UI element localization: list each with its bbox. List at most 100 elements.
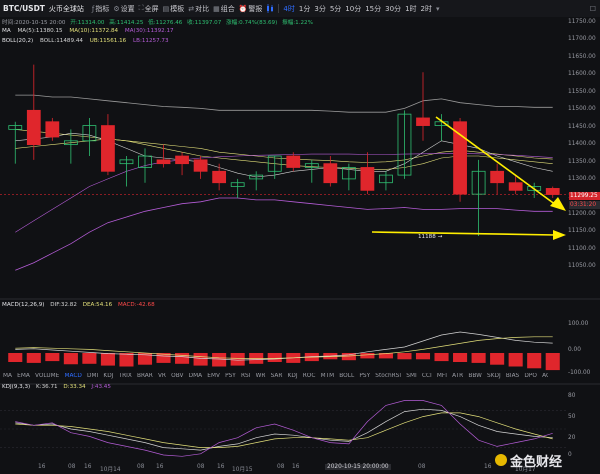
macd-bar (230, 353, 245, 366)
indicator-tab[interactable]: EMV (207, 373, 220, 379)
indicator-tab[interactable]: BOLL (339, 373, 355, 379)
tool-label: 全屏 (144, 4, 159, 13)
indicator-tab[interactable]: CCI (421, 373, 432, 379)
watermark: 金色财经 (495, 446, 600, 474)
indicator-tab[interactable]: DPO (524, 373, 537, 379)
indicator-tab[interactable]: BBW (468, 373, 482, 379)
macd-params[interactable]: MACD(12,26,9) (2, 302, 45, 308)
indicator-tab[interactable]: PSY (225, 373, 236, 379)
timeframe-3[interactable]: 5分 (329, 4, 342, 13)
indicator-tab[interactable]: BRAR (137, 373, 153, 379)
ma-label[interactable]: MA (2, 28, 11, 34)
timeframe-6[interactable]: 30分 (385, 4, 402, 13)
candle-type-button[interactable] (264, 0, 276, 17)
indicator-tab[interactable]: EMA (17, 373, 30, 379)
ma-legend: MA MA(5):11380.15 MA(10):11372.84 MA(30)… (2, 28, 382, 37)
tool-fullscreen-button[interactable]: ⛶ 全屏 (137, 0, 161, 17)
macd-bar (156, 353, 171, 363)
tool-alert-button[interactable]: ⏰ 警报 (237, 0, 265, 17)
indicator-tab[interactable]: DMI (87, 373, 99, 379)
timeframe-8[interactable]: 2时 (420, 4, 432, 13)
candle-body (360, 167, 375, 191)
candle-icon (267, 4, 274, 13)
indicator-tab[interactable]: KDJ (287, 373, 298, 379)
timeframe-5[interactable]: 15分 (365, 4, 382, 13)
ohlc-change: 涨幅:0.74%(83.69) (226, 20, 278, 26)
indicator-tab[interactable]: MA (3, 373, 12, 379)
indicator-tab[interactable]: MACD (64, 373, 82, 379)
macd-bar (100, 353, 115, 366)
tool-template-button[interactable]: ▤ 模板 (161, 0, 187, 17)
timeframe-7[interactable]: 1时 (405, 4, 417, 13)
macd-bar (137, 353, 153, 365)
chart-fullscreen-button[interactable]: ☐ (589, 4, 596, 13)
indicator-tab[interactable]: SKDJ (487, 373, 501, 379)
indicator-tab[interactable]: OBV (171, 373, 184, 379)
timeframe-4[interactable]: 10分 (345, 4, 362, 13)
boll-label[interactable]: BOLL(20,2) (2, 38, 34, 44)
kdj-k: K:36.71 (36, 384, 58, 390)
indicator-tab[interactable]: ATR (452, 373, 464, 379)
tool-compare-button[interactable]: ⇄ 对比 (186, 0, 211, 17)
boll-ub-value: UB:11561.16 (89, 38, 127, 44)
macd-bar (453, 353, 468, 362)
tool-label: 组合 (220, 4, 235, 13)
indicator-tab[interactable]: SMI (406, 373, 417, 379)
indicator-tab[interactable]: RSI (241, 373, 251, 379)
macd-bar (82, 353, 97, 364)
more-timeframes-button[interactable]: ▾ (436, 4, 440, 13)
macd-bar (508, 353, 523, 367)
candle-body (286, 155, 301, 168)
indicator-tab[interactable]: WR (255, 373, 266, 379)
indicator-tab[interactable]: BIAS (505, 373, 520, 379)
macd-bar (471, 353, 486, 363)
support-arrow-head (553, 230, 566, 240)
indicator-tab[interactable]: DMA (188, 373, 203, 379)
price-axis-label: 11600.00 (568, 71, 596, 78)
candle-body (323, 163, 338, 184)
j-line (15, 400, 553, 457)
price-axis-label: 11550.00 (568, 88, 596, 95)
kdj-axis-label: 50 (568, 414, 576, 420)
timeframe-2[interactable]: 3分 (314, 4, 326, 13)
layout-icon: ▦ (213, 4, 220, 13)
time-axis-label: 10月17 (515, 467, 536, 473)
indicator-tab[interactable]: SAR (270, 373, 283, 379)
settings-icon: ⚙ (113, 4, 120, 13)
top-toolbar: BTC/USDT 火币全球站 ƒ 指标 ⚙ 设置 ⛶ 全屏 ▤ 模板 ⇄ 对比 ▦ 组合 ⏰… (0, 0, 600, 17)
kdj-legend: KDJ(9,3,3) K:36.71 D:33.34 J:43.45 (2, 384, 202, 393)
candle-body (341, 167, 356, 180)
tool-layout-button[interactable]: ▦ 组合 (211, 0, 237, 17)
symbol-title[interactable]: BTC/USDT (3, 4, 45, 13)
exchange-name[interactable]: 火币全球站 (48, 4, 84, 13)
indicator-tab[interactable]: TRIX (118, 373, 132, 379)
k-line (15, 408, 553, 451)
time-axis[interactable]: 16 08 16 10月14 08 16 08 16 10月15 08 16 2020-10-15 2… (0, 463, 600, 474)
macd-legend: MACD(12,26,9) DIF:32.82 DEA:54.16 MACD:-… (2, 302, 262, 311)
indicator-tab[interactable]: MFI (436, 373, 447, 379)
indicator-tab[interactable]: MTM (320, 373, 335, 379)
indicator-tab[interactable]: VR (157, 373, 166, 379)
macd-bar (545, 353, 560, 371)
indicator-tab[interactable]: KDJ (103, 373, 114, 379)
time-axis-label: 16 (217, 464, 225, 470)
timeframe-0[interactable]: 4时 (283, 4, 295, 13)
ma5-value: MA(5):11380.15 (17, 28, 63, 34)
tool-indicator-button[interactable]: ƒ 指标 (90, 0, 111, 17)
boll-lb-value: LB:11257.73 (133, 38, 169, 44)
time-axis-label: 08 (277, 464, 285, 470)
candle-body (212, 170, 227, 184)
timeframe-1[interactable]: 1分 (298, 4, 311, 13)
indicator-tab[interactable]: AO (542, 373, 548, 379)
tool-settings-button[interactable]: ⚙ 设置 (111, 0, 136, 17)
time-axis-label: 16 (84, 464, 92, 470)
indicator-tab[interactable]: StochRSI (375, 373, 402, 379)
timeframe-group: 4时 1分 3分 5分 10分 15分 30分 1时 2时 (281, 0, 434, 17)
indicator-tab[interactable]: ROC (302, 373, 316, 379)
time-axis-label: 10月14 (100, 467, 121, 473)
indicator-tab[interactable]: PSY (359, 373, 371, 379)
kdj-params[interactable]: KDJ(9,3,3) (2, 384, 31, 390)
chart-canvas[interactable] (0, 17, 600, 463)
indicator-tab[interactable]: VOLUME (34, 373, 60, 379)
boll-lower-line (15, 197, 553, 271)
